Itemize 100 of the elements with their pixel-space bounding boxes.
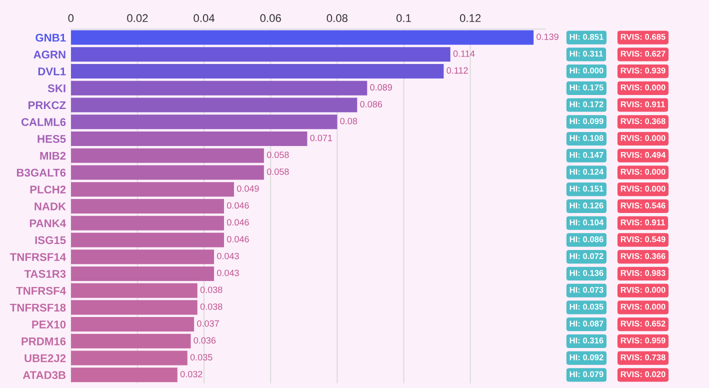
bar — [70, 114, 338, 130]
y-tick-label: TAS1R3 — [24, 270, 66, 278]
text: RVIS: 0.000 — [620, 84, 666, 90]
y-tick-label: NADK — [34, 202, 66, 210]
text: HI: 0.086 — [570, 236, 604, 242]
text: RVIS: 0.983 — [620, 270, 666, 276]
text: HI: 0.000 — [570, 68, 604, 74]
text: RVIS: 0.959 — [620, 338, 666, 344]
y-tick-label: UBE2J2 — [24, 354, 66, 362]
data-label: 0.035 — [190, 354, 212, 360]
x-tick-label: 0.12 — [460, 14, 481, 22]
text: RVIS: 0.368 — [620, 118, 666, 124]
bar — [70, 300, 198, 315]
data-label: 0.058 — [266, 168, 289, 175]
text: RVIS: 0.000 — [620, 168, 666, 175]
y-tick-label: SKI — [48, 84, 66, 92]
x-tick-label: 0.02 — [127, 14, 148, 22]
data-label: 0.043 — [217, 270, 239, 276]
text: HI: 0.108 — [570, 135, 604, 141]
text: RVIS: 0.020 — [620, 371, 666, 378]
data-label: 0.038 — [200, 303, 222, 310]
x-tick-label: 0 — [68, 14, 74, 22]
text: HI: 0.079 — [570, 371, 604, 378]
bar — [70, 148, 264, 163]
bar — [70, 216, 224, 230]
text: HI: 0.092 — [570, 354, 604, 360]
data-label: 0.046 — [227, 236, 249, 242]
text: HI: 0.851 — [570, 34, 604, 40]
data-label: 0.036 — [194, 337, 216, 344]
text: RVIS: 0.000 — [620, 186, 666, 192]
text: HI: 0.147 — [570, 152, 604, 158]
text: RVIS: 0.000 — [620, 286, 666, 293]
bar — [70, 334, 191, 348]
text: HI: 0.104 — [570, 219, 604, 226]
bar — [70, 317, 194, 332]
text: HI: 0.073 — [570, 286, 604, 293]
y-tick-label: CALML6 — [21, 118, 66, 126]
text: RVIS: 0.000 — [620, 304, 666, 310]
text: HI: 0.099 — [570, 118, 604, 124]
data-label: 0.112 — [446, 67, 468, 74]
y-tick-label: PLCH2 — [30, 186, 66, 194]
y-tick-label: PEX10 — [32, 320, 66, 328]
text: RVIS: 0.627 — [620, 50, 666, 57]
x-tick-label: 0.06 — [260, 14, 281, 22]
text: RVIS: 0.939 — [620, 68, 666, 74]
data-label: 0.046 — [227, 202, 249, 209]
bar — [70, 131, 308, 146]
text: RVIS: 0.546 — [620, 202, 666, 208]
data-label: 0.086 — [360, 101, 382, 108]
text: RVIS: 0.494 — [620, 152, 666, 158]
bar — [70, 165, 264, 180]
x-tick-label: 0.1 — [396, 14, 411, 22]
text: HI: 0.151 — [570, 186, 604, 192]
data-label: 0.08 — [340, 118, 358, 124]
y-tick-label: ISG15 — [35, 236, 66, 244]
y-tick-label: AGRN — [34, 50, 66, 59]
data-label: 0.071 — [310, 134, 332, 142]
y-tick-label: PRDM16 — [22, 337, 66, 346]
bar — [70, 283, 198, 298]
y-tick-label: B3GALT6 — [16, 168, 66, 177]
text: HI: 0.126 — [570, 202, 604, 208]
text: RVIS: 0.738 — [620, 354, 666, 360]
data-label: 0.089 — [370, 84, 392, 91]
text: HI: 0.072 — [570, 253, 604, 260]
data-label: 0.046 — [227, 219, 249, 226]
y-tick-label: HES5 — [38, 135, 66, 143]
data-label: 0.043 — [217, 252, 239, 260]
bar — [70, 266, 214, 281]
x-tick-label: 0.04 — [194, 14, 215, 22]
text: RVIS: 0.685 — [620, 34, 666, 40]
bar — [70, 98, 358, 112]
bar — [70, 250, 214, 264]
text: HI: 0.311 — [570, 50, 603, 57]
text: HI: 0.136 — [570, 270, 604, 276]
y-tick-label: PRKCZ — [28, 101, 66, 110]
text: RVIS: 0.366 — [620, 253, 666, 260]
bar — [70, 198, 224, 214]
text: HI: 0.172 — [570, 101, 604, 108]
data-label: 0.049 — [237, 185, 259, 192]
data-label: 0.114 — [453, 50, 475, 57]
bar — [70, 182, 234, 197]
y-tick-label: TNFRSF18 — [10, 304, 66, 312]
text: HI: 0.124 — [570, 168, 604, 175]
y-tick-label: TNFRSF14 — [10, 253, 66, 261]
bar — [70, 232, 224, 248]
text: RVIS: 0.911 — [620, 219, 665, 226]
text: RVIS: 0.652 — [620, 320, 666, 327]
y-tick-label: PANK4 — [30, 219, 66, 228]
text: HI: 0.316 — [570, 338, 604, 344]
text: RVIS: 0.000 — [620, 135, 666, 141]
bar — [70, 64, 444, 79]
bar — [70, 80, 368, 96]
data-label: 0.058 — [266, 152, 289, 158]
text: HI: 0.175 — [570, 84, 604, 90]
y-tick-label: MIB2 — [40, 152, 66, 160]
bar — [70, 47, 450, 62]
bar — [70, 30, 534, 45]
y-tick-label: DVL1 — [38, 68, 66, 76]
x-tick-label: 0.08 — [326, 14, 348, 22]
y-tick-label: GNB1 — [36, 34, 66, 42]
